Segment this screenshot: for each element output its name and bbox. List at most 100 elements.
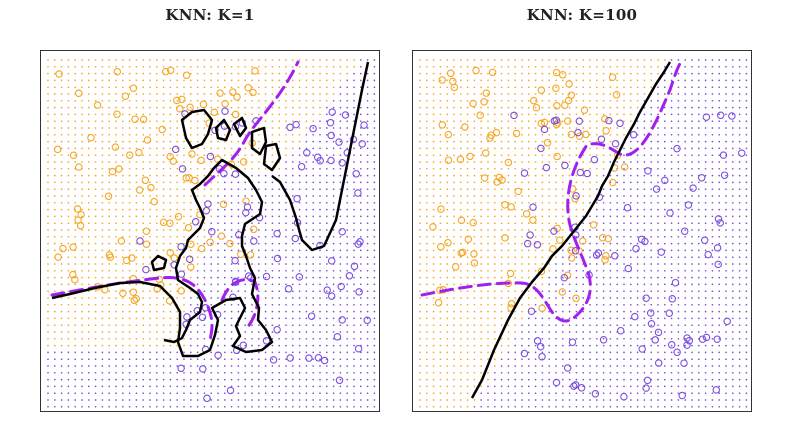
grid-dot (521, 208, 523, 211)
grid-dot (366, 133, 369, 136)
grid-dot (575, 337, 578, 340)
grid-dot (176, 147, 179, 150)
grid-dot (527, 174, 530, 177)
grid-dot (636, 174, 639, 177)
grid-dot (629, 120, 632, 123)
grid-dot (257, 385, 260, 388)
grid-dot (650, 283, 653, 286)
grid-dot (684, 72, 687, 75)
grid-dot (493, 229, 496, 231)
grid-dot (568, 174, 571, 177)
grid-dot (419, 93, 421, 95)
grid-dot (291, 113, 294, 116)
grid-dot (432, 120, 435, 123)
observation-purple (338, 316, 346, 324)
grid-dot (595, 331, 598, 333)
grid-dot (419, 222, 421, 225)
grid-dot (217, 72, 219, 75)
grid-dot (425, 79, 428, 82)
grid-dot (346, 222, 349, 225)
grid-dot (629, 72, 632, 75)
grid-dot (196, 385, 199, 388)
grid-dot (419, 188, 421, 191)
grid-dot (47, 378, 49, 381)
grid-dot (189, 86, 192, 89)
grid-dot (623, 242, 625, 245)
grid-dot (346, 324, 349, 327)
grid-dot (493, 215, 496, 218)
observation-purple (183, 313, 191, 321)
grid-dot (325, 256, 328, 259)
grid-dot (142, 140, 145, 143)
grid-dot (663, 283, 666, 286)
grid-dot (189, 331, 192, 333)
grid-dot (149, 297, 151, 299)
grid-dot (305, 378, 308, 381)
grid-dot (264, 290, 267, 293)
grid-dot (561, 303, 564, 306)
grid-dot (223, 195, 226, 197)
grid-dot (47, 79, 49, 82)
grid-dot (319, 317, 321, 320)
grid-dot (291, 242, 294, 245)
grid-dot (257, 399, 260, 401)
grid-dot (217, 229, 219, 231)
grid-dot (189, 201, 192, 204)
grid-dot (94, 161, 97, 163)
grid-dot (425, 337, 428, 340)
grid-dot (346, 120, 349, 123)
grid-dot (332, 344, 335, 347)
grid-dot (677, 174, 680, 177)
grid-dot (555, 188, 557, 191)
grid-dot (718, 65, 721, 68)
grid-dot (439, 93, 442, 95)
grid-dot (176, 358, 179, 361)
grid-dot (305, 337, 308, 340)
observation-orange (188, 150, 196, 158)
grid-dot (353, 297, 355, 299)
grid-dot (305, 59, 308, 61)
observation-purple (327, 257, 336, 265)
observation-purple (338, 159, 346, 167)
grid-dot (121, 174, 124, 177)
grid-dot (373, 133, 376, 136)
grid-dot (419, 337, 421, 340)
grid-dot (663, 331, 666, 333)
grid-dot (555, 215, 557, 218)
grid-dot (432, 358, 435, 361)
grid-dot (332, 331, 335, 333)
grid-dot (162, 99, 165, 102)
grid-dot (332, 399, 335, 401)
grid-dot (432, 365, 435, 367)
grid-dot (149, 392, 151, 395)
grid-dot (555, 222, 557, 225)
grid-dot (94, 269, 97, 272)
grid-dot (305, 113, 308, 116)
grid-dot (623, 310, 625, 313)
observation-purple (286, 354, 294, 362)
grid-dot (446, 276, 449, 279)
grid-dot (244, 161, 247, 163)
grid-dot (446, 188, 449, 191)
grid-dot (149, 256, 151, 259)
grid-dot (453, 290, 455, 293)
grid-dot (561, 249, 564, 252)
grid-dot (493, 324, 496, 327)
grid-dot (582, 249, 585, 252)
grid-dot (121, 127, 124, 129)
grid-dot (589, 249, 591, 252)
grid-dot (459, 133, 462, 136)
grid-dot (257, 249, 260, 252)
grid-dot (629, 344, 632, 347)
grid-dot (684, 256, 687, 259)
grid-dot (534, 283, 537, 286)
grid-dot (332, 72, 335, 75)
grid-dot (718, 208, 721, 211)
grid-dot (657, 351, 659, 354)
grid-dot (373, 399, 376, 401)
grid-dot (425, 59, 428, 61)
grid-dot (521, 263, 523, 265)
grid-dot (366, 358, 369, 361)
grid-dot (196, 324, 199, 327)
grid-dot (480, 365, 483, 367)
